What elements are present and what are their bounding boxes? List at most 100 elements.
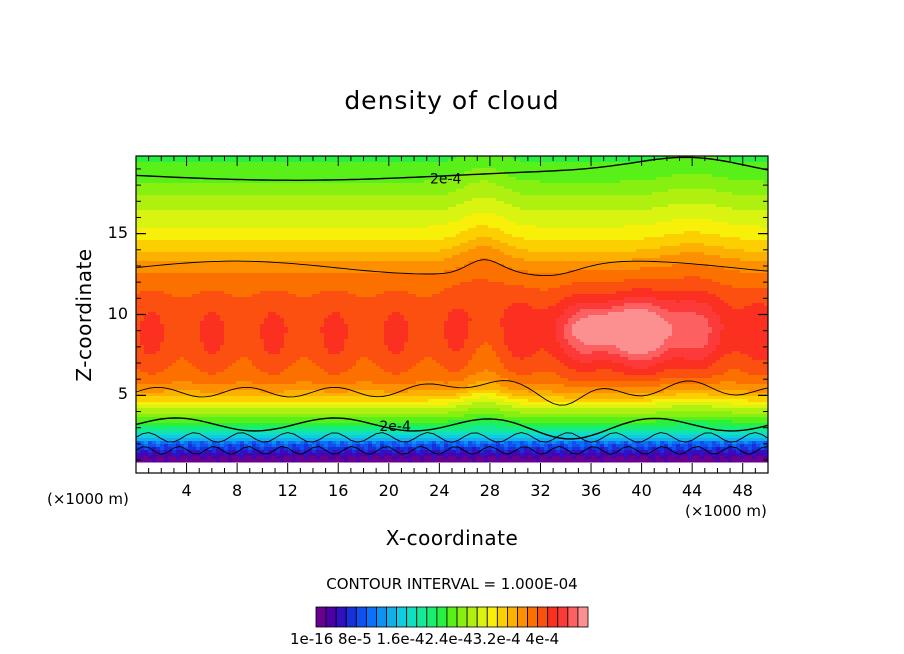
field-cell (592, 198, 597, 202)
field-cell (720, 225, 725, 229)
field-cell (608, 186, 613, 190)
field-cell (576, 231, 581, 235)
field-cell (264, 156, 269, 160)
field-cell (732, 183, 737, 187)
field-cell (648, 156, 653, 160)
field-cell (248, 207, 253, 211)
field-cell (452, 162, 457, 166)
field-cell (584, 198, 589, 202)
field-cell (428, 204, 433, 208)
field-cell (188, 165, 193, 169)
field-cell (352, 240, 357, 244)
field-cell (480, 177, 485, 181)
field-cell (288, 234, 293, 238)
field-cell (244, 177, 249, 181)
field-cell (596, 243, 601, 247)
field-cell (196, 222, 201, 226)
field-cell (576, 201, 581, 205)
field-cell (692, 240, 697, 244)
field-cell (392, 243, 397, 247)
field-cell (496, 168, 501, 172)
field-cell (204, 243, 209, 247)
field-cell (420, 156, 425, 160)
field-cell (632, 186, 637, 190)
field-cell (728, 174, 733, 178)
field-cell (416, 204, 421, 208)
field-cell (616, 225, 621, 229)
field-cell (464, 237, 469, 241)
field-cell (736, 240, 741, 244)
field-cell (232, 204, 237, 208)
field-cell (312, 246, 317, 250)
field-cell (632, 246, 637, 250)
field-cell (332, 201, 337, 205)
field-cell (488, 216, 493, 220)
field-cell (448, 207, 453, 211)
field-cell (664, 174, 669, 178)
field-cell (484, 180, 489, 184)
field-cell (308, 177, 313, 181)
field-cell (424, 186, 429, 190)
field-cell (232, 165, 237, 169)
field-cell (164, 165, 169, 169)
field-cell (660, 156, 665, 160)
field-cell (412, 249, 417, 253)
field-cell (420, 201, 425, 205)
field-cell (652, 192, 657, 196)
field-cell (512, 165, 517, 169)
field-cell (520, 174, 525, 178)
field-cell (508, 234, 513, 238)
field-cell (748, 183, 753, 187)
field-cell (576, 243, 581, 247)
field-cell (348, 174, 353, 178)
field-cell (416, 177, 421, 181)
field-cell (544, 210, 549, 214)
field-cell (688, 186, 693, 190)
field-cell (540, 162, 545, 166)
field-cell (168, 231, 173, 235)
field-cell (468, 231, 473, 235)
field-cell (512, 234, 517, 238)
field-cell (604, 177, 609, 181)
field-cell (216, 165, 221, 169)
field-cell (304, 219, 309, 223)
field-cell (252, 237, 257, 241)
field-cell (372, 216, 377, 220)
field-cell (396, 240, 401, 244)
field-cell (564, 195, 569, 199)
field-cell (520, 219, 525, 223)
field-cell (272, 228, 277, 232)
field-cell (444, 192, 449, 196)
field-cell (176, 216, 181, 220)
field-cell (144, 192, 149, 196)
field-cell (604, 195, 609, 199)
field-cell (264, 207, 269, 211)
field-cell (368, 180, 373, 184)
field-cell (688, 228, 693, 232)
field-cell (432, 246, 437, 250)
field-cell (472, 168, 477, 172)
field-cell (688, 159, 693, 163)
field-cell (340, 243, 345, 247)
field-cell (200, 165, 205, 169)
field-cell (496, 204, 501, 208)
field-cell (336, 225, 341, 229)
field-cell (740, 189, 745, 193)
field-cell (276, 228, 281, 232)
field-cell (360, 210, 365, 214)
field-cell (296, 246, 301, 250)
field-cell (460, 237, 465, 241)
field-cell (436, 225, 441, 229)
field-cell (752, 231, 757, 235)
field-cell (576, 189, 581, 193)
field-cell (452, 225, 457, 229)
field-cell (308, 234, 313, 238)
field-cell (260, 162, 265, 166)
field-cell (284, 204, 289, 208)
field-cell (636, 156, 641, 160)
field-cell (328, 249, 333, 253)
field-cell (340, 213, 345, 217)
field-cell (560, 174, 565, 178)
field-cell (588, 198, 593, 202)
field-cell (700, 216, 705, 220)
